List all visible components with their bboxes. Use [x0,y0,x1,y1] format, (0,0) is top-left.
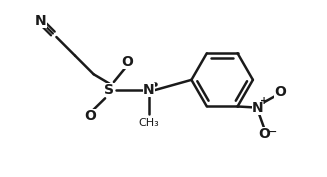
Text: N: N [252,101,264,115]
Text: CH₃: CH₃ [139,118,159,128]
Text: +: + [260,96,268,107]
Text: O: O [84,109,96,123]
Text: O: O [274,85,286,99]
Text: O: O [258,127,270,141]
Text: N: N [35,14,46,28]
Text: S: S [105,83,114,97]
Text: O: O [121,55,133,69]
Text: −: − [267,126,277,139]
Text: N: N [143,83,155,97]
